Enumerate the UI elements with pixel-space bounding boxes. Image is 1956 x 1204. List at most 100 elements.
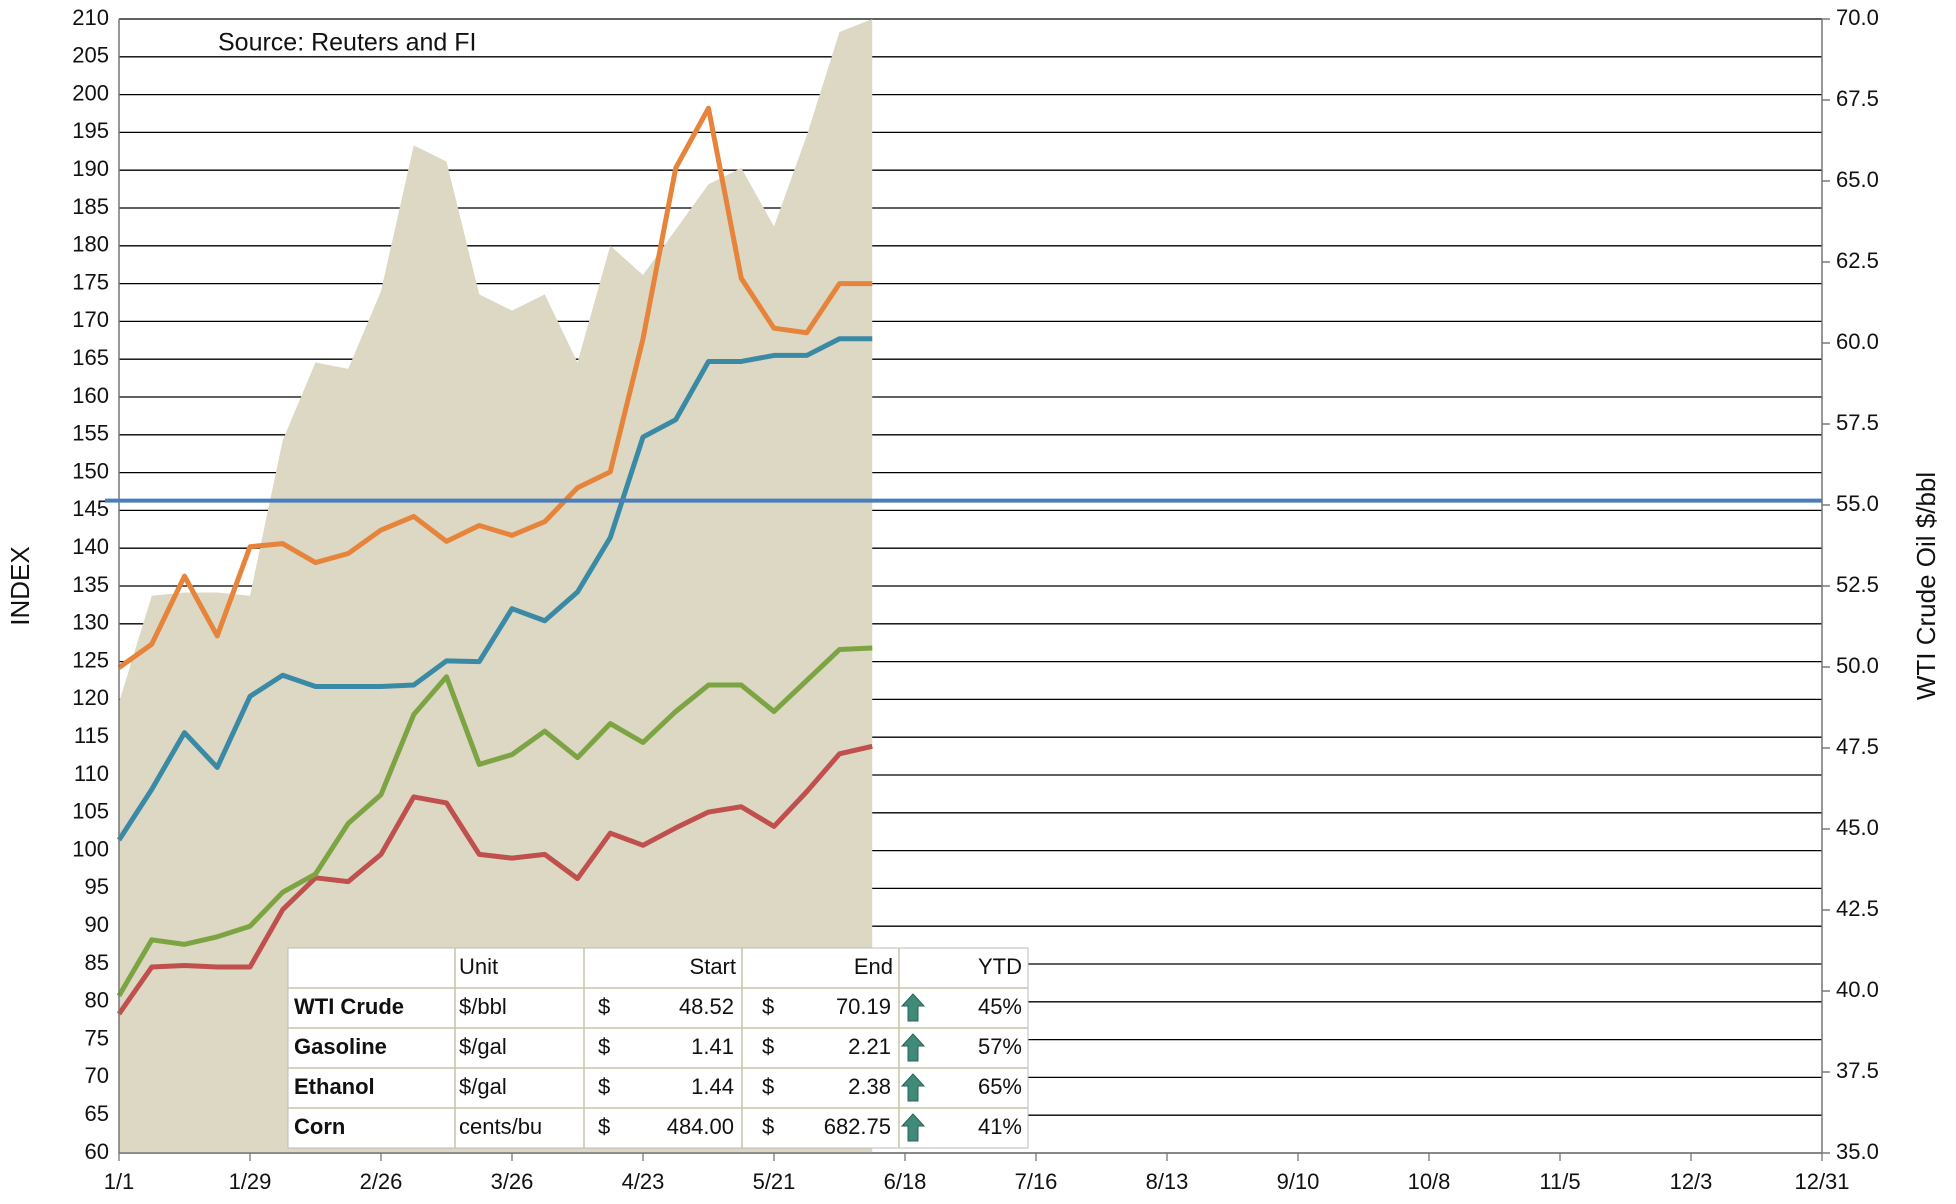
- y2-tick-label: 55.0: [1836, 491, 1879, 516]
- y-tick-label: 65: [85, 1101, 109, 1126]
- table-cell: 48.52: [679, 994, 734, 1019]
- legend-entry: Gasoline: [294, 1034, 387, 1059]
- annotation: Source: Reuters and FI: [218, 29, 476, 57]
- table-cell: $: [762, 1034, 774, 1059]
- x-tick-label: 6/18: [884, 1169, 927, 1194]
- table-background: [287, 947, 1029, 1149]
- up-arrow-icon: [900, 1033, 926, 1062]
- table-cell: $/gal: [459, 1074, 507, 1099]
- x-tick-label: 11/5: [1539, 1169, 1580, 1194]
- y-tick-label: 80: [85, 988, 109, 1013]
- up-arrow-icon: [900, 993, 926, 1022]
- y-tick-label: 70: [85, 1063, 109, 1088]
- series-line: [116, 645, 873, 998]
- y2-tick-label: 62.5: [1836, 248, 1879, 273]
- legend-entry: Corn: [294, 1114, 345, 1139]
- y-tick-label: 100: [72, 836, 109, 861]
- table-cell: cents/bu: [459, 1114, 542, 1139]
- y-tick-label: 195: [72, 118, 109, 143]
- y-tick-label: 155: [72, 421, 109, 446]
- x-tick-label: 9/10: [1277, 1169, 1320, 1194]
- y-tick-label: 130: [72, 610, 109, 635]
- y2-tick-label: 60.0: [1836, 329, 1879, 354]
- table-cell: 70.19: [836, 994, 891, 1019]
- y2-tick-label: 70.0: [1836, 5, 1879, 30]
- y2-tick-label: 45.0: [1836, 815, 1879, 840]
- y2-tick-label: 67.5: [1836, 86, 1879, 111]
- area: [119, 19, 873, 1153]
- table-cell: $: [598, 994, 610, 1019]
- table-cell: 41%: [978, 1114, 1022, 1139]
- y-tick-label: 60: [85, 1139, 109, 1164]
- table-header: Unit: [459, 954, 498, 979]
- y2-tick-label: 57.5: [1836, 410, 1879, 435]
- y-tick-label: 105: [72, 799, 109, 824]
- y2-tick-label: 52.5: [1836, 572, 1879, 597]
- y2-tick-label: 35.0: [1836, 1139, 1879, 1164]
- legend-table: Unit Start End YTD WTI Crude $/bbl $48.52 $70.1…: [287, 947, 1029, 1149]
- y-tick-label: 165: [72, 345, 109, 370]
- legend-entry: WTI Crude: [294, 994, 404, 1019]
- table-cell: 2.21: [848, 1034, 891, 1059]
- y-tick-label: 185: [72, 194, 109, 219]
- y-tick-label: 75: [85, 1025, 109, 1050]
- x-tick-label: 1/1: [104, 1169, 135, 1194]
- table-cell: $/bbl: [459, 994, 507, 1019]
- table-header: End: [854, 954, 893, 979]
- area-layer: [119, 19, 873, 1153]
- y-tick-label: 175: [72, 269, 109, 294]
- x-tick-label: 2/26: [360, 1169, 403, 1194]
- table-cell: 484.00: [667, 1114, 734, 1139]
- series-line: [117, 105, 873, 670]
- y-tick-label: 150: [72, 458, 109, 483]
- table-cell: $: [598, 1114, 610, 1139]
- y-tick-label: 160: [72, 383, 109, 408]
- x-tick-label: 7/16: [1015, 1169, 1058, 1194]
- table-cell: $: [598, 1034, 610, 1059]
- table-cell: 2.38: [848, 1074, 891, 1099]
- y-tick-label: 135: [72, 572, 109, 597]
- table-cell: $: [598, 1074, 610, 1099]
- y-tick-label: 190: [72, 156, 109, 181]
- table-cell: 1.44: [691, 1074, 734, 1099]
- up-arrow-icon: [900, 1113, 926, 1142]
- y2-axis-label: WTI Crude Oil $/bbl: [1911, 472, 1941, 700]
- y2-tick-label: 42.5: [1836, 896, 1879, 921]
- y-tick-label: 120: [72, 685, 109, 710]
- y2-tick-label: 47.5: [1836, 734, 1879, 759]
- y-tick-label: 200: [72, 80, 109, 105]
- y-tick-label: 85: [85, 950, 109, 975]
- x-tick-label: 5/21: [753, 1169, 796, 1194]
- table-cell: 65%: [978, 1074, 1022, 1099]
- y-tick-label: 110: [74, 761, 109, 786]
- y-tick-label: 170: [72, 307, 109, 332]
- table-cell: 682.75: [824, 1114, 891, 1139]
- lines: [116, 105, 873, 1016]
- table-header: YTD: [978, 954, 1022, 979]
- y-tick-label: 145: [72, 496, 109, 521]
- table-cell: 45%: [978, 994, 1022, 1019]
- legend-entry: Ethanol: [294, 1074, 375, 1099]
- table-cell: 1.41: [691, 1034, 734, 1059]
- y2-tick-label: 65.0: [1836, 167, 1879, 192]
- x-tick-label: 3/26: [491, 1169, 534, 1194]
- table-header: Start: [690, 954, 736, 979]
- y-tick-label: 115: [74, 723, 109, 748]
- x-tick-label: 12/3: [1670, 1169, 1713, 1194]
- y2-tick-label: 40.0: [1836, 977, 1879, 1002]
- y2-tick-label: 37.5: [1836, 1058, 1879, 1083]
- table-cell: $: [762, 1114, 774, 1139]
- table-cell: $: [762, 994, 774, 1019]
- series-line: [116, 336, 873, 842]
- y-tick-label: 140: [72, 534, 109, 559]
- y-tick-label: 180: [72, 232, 109, 257]
- y-tick-label: 210: [72, 5, 109, 30]
- table-cell: $/gal: [459, 1034, 507, 1059]
- table-cell: $: [762, 1074, 774, 1099]
- y-axis-label: INDEX: [5, 546, 35, 625]
- series-line: [116, 743, 873, 1016]
- table-cell: 57%: [978, 1034, 1022, 1059]
- y-tick-label: 125: [72, 647, 109, 672]
- up-arrow-icon: [900, 1073, 926, 1102]
- x-tick-label: 12/31: [1794, 1169, 1849, 1194]
